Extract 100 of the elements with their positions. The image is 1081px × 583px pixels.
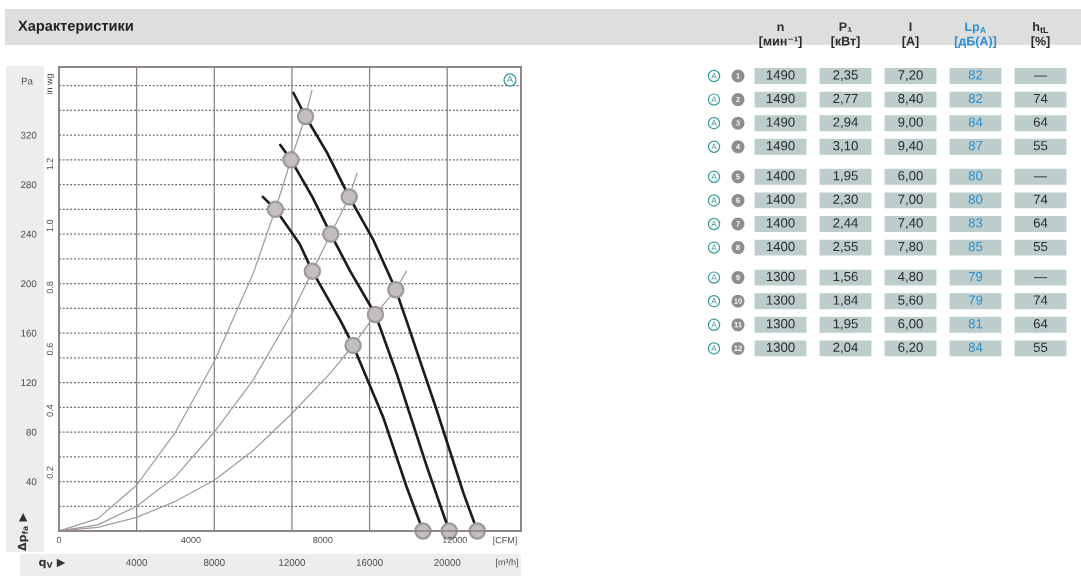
data-label: 2,44 — [833, 218, 858, 230]
y2-tick-label: 0.4 — [46, 404, 54, 417]
y2-tick-label: A — [711, 274, 717, 281]
point — [340, 188, 358, 206]
data-label: 80 — [968, 194, 983, 204]
data-label: 2,30 — [833, 194, 858, 206]
data-label: 5,60 — [898, 295, 923, 307]
y-tick-label: 80 — [26, 428, 37, 436]
x2-tick-label: 12000 — [442, 536, 467, 544]
point — [322, 225, 340, 243]
data-label: 74 — [1033, 93, 1048, 104]
x-tick-label: 4000 — [126, 559, 148, 566]
x2-tick-label: 8000 — [313, 536, 333, 544]
x-tick-label: P₁ [кВт] — [831, 22, 860, 49]
x2-tick-label: 0 — [56, 536, 62, 544]
text: — — [1033, 176, 1048, 178]
data-label: 6,00 — [898, 171, 923, 182]
data-label: 1300 — [766, 295, 795, 305]
data-label: 7,20 — [898, 70, 923, 82]
data-label: 2,77 — [833, 93, 858, 105]
x-tick-label: h$_{tL}$ [%] — [1031, 21, 1050, 49]
data-label: 55 — [1033, 241, 1048, 252]
data-label: 1490 — [766, 70, 795, 80]
data-label: 1490 — [766, 117, 795, 127]
data-label: 1,95 — [833, 319, 858, 330]
y2-tick-label: A — [711, 321, 717, 328]
data-label: 1490 — [766, 141, 795, 151]
y2-tick-label: A — [711, 220, 717, 227]
data-label: 1300 — [766, 271, 795, 282]
x-tick-label: I [A] — [902, 22, 919, 49]
x-axis-title: [m³/h] — [496, 558, 518, 568]
y2-tick-label: A — [711, 298, 717, 304]
data-label: 8,40 — [898, 93, 923, 105]
point — [266, 200, 285, 219]
data-label: 74 — [1033, 194, 1048, 204]
y2-tick-label: A — [711, 143, 717, 150]
y2-tick-label: A — [711, 72, 717, 79]
y2-tick-label: 0.6 — [46, 343, 54, 355]
data-label: 1400 — [766, 218, 795, 228]
y2-tick-label: A — [711, 345, 717, 352]
data-label: 3,10 — [833, 141, 858, 152]
data-label: 64 — [1033, 319, 1048, 329]
y2-axis-title: in wg — [45, 74, 55, 94]
chart-title: Характеристики — [18, 20, 133, 34]
data-label: 55 — [1033, 342, 1048, 352]
text: q$_{V}$ ▶ — [39, 558, 66, 569]
y2-tick-label: 1.2 — [46, 158, 53, 170]
data-label: 81 — [968, 319, 983, 329]
data-label: 1400 — [766, 194, 795, 204]
y2-tick-label: 0.8 — [46, 281, 54, 294]
data-label: 1300 — [766, 319, 795, 329]
data-label: 84 — [968, 117, 983, 127]
data-label: 1,84 — [833, 295, 858, 307]
data-label: 64 — [1033, 117, 1048, 127]
data-label: 7,40 — [898, 218, 923, 230]
text: — — [1033, 75, 1048, 77]
y2-tick-label: A — [711, 197, 717, 204]
point — [344, 336, 362, 355]
y2-tick-label: A — [711, 173, 717, 180]
x-tick-label: 20000 — [434, 559, 461, 566]
data-label: 1490 — [766, 93, 795, 104]
data-label: 1,56 — [833, 271, 858, 283]
data-label: 1300 — [766, 342, 795, 352]
y-tick-label: 160 — [21, 329, 37, 337]
data-label: 4,80 — [897, 271, 923, 283]
data-label: 79 — [968, 295, 983, 305]
annotation: A — [507, 76, 513, 83]
data-label: 87 — [968, 141, 983, 151]
x-tick-label: n [мин⁻¹] — [759, 24, 802, 49]
data-label: 2,55 — [833, 241, 858, 253]
data-label: 1400 — [766, 171, 795, 181]
y-axis-title: Pa — [21, 77, 33, 85]
point — [282, 151, 300, 169]
y2-tick-label: A — [711, 244, 717, 251]
data-label: 9,40 — [898, 141, 923, 152]
x2-axis-title: [CFM] — [493, 536, 517, 546]
data-label: 7,80 — [898, 241, 923, 253]
y2-tick-label: A — [711, 120, 717, 126]
x-tick-label: Lp$_{A}$ [дБ(A)] — [954, 22, 997, 49]
point — [296, 107, 315, 126]
text: Δp$_{fa}$ ▶ — [17, 513, 29, 551]
data-label: 79 — [968, 271, 983, 282]
x-tick-label: 16000 — [356, 559, 383, 566]
data-label: 82 — [968, 93, 983, 104]
point — [387, 281, 405, 299]
point — [366, 305, 385, 324]
y-tick-label: 120 — [21, 379, 37, 387]
data-label: 1400 — [766, 241, 795, 252]
data-label: 82 — [968, 70, 983, 80]
y-tick-label: 280 — [21, 181, 37, 189]
data-label: 2,94 — [833, 117, 858, 129]
y-tick-label: 240 — [21, 230, 37, 238]
data-label: 55 — [1033, 141, 1048, 151]
data-label: 84 — [968, 342, 983, 352]
data-label: 80 — [968, 171, 983, 181]
data-label: 6,00 — [898, 319, 923, 330]
y-tick-label: 40 — [26, 478, 37, 486]
data-label: 83 — [968, 218, 983, 228]
y2-tick-label: 1.0 — [46, 219, 54, 232]
data-label: 9,00 — [898, 117, 923, 129]
